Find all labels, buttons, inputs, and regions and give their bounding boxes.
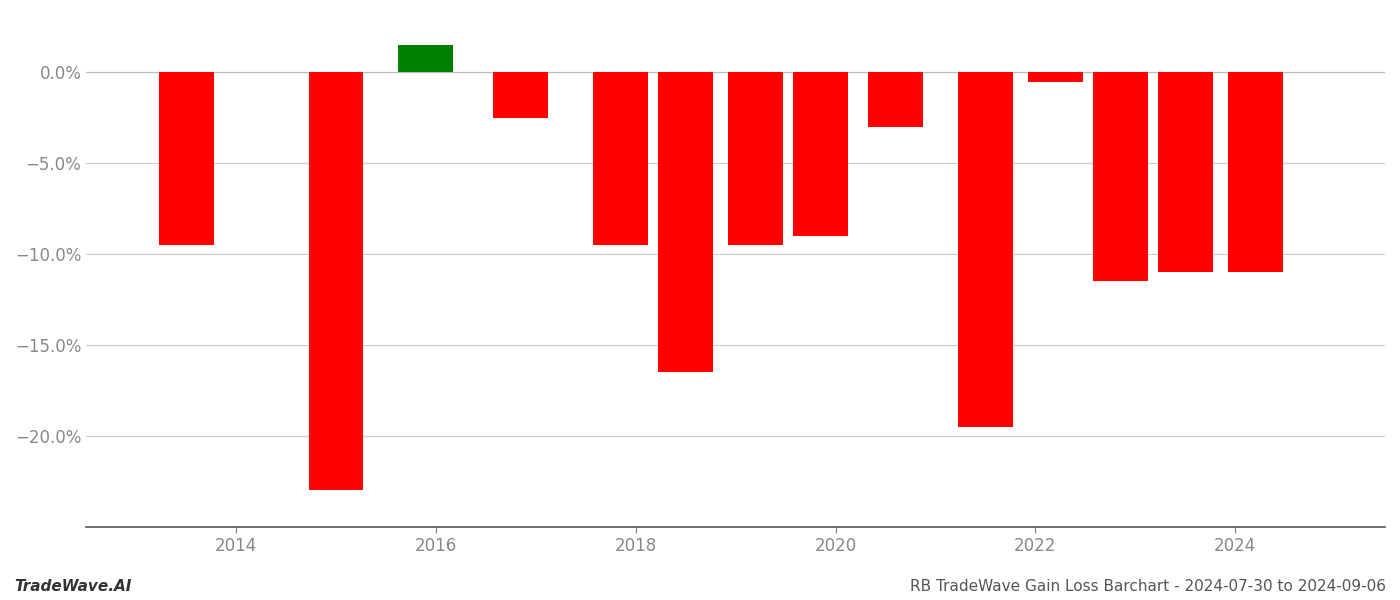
Text: TradeWave.AI: TradeWave.AI [14,579,132,594]
Bar [868,73,923,127]
Bar [958,73,1012,427]
Bar [158,73,214,245]
Bar [1028,73,1082,82]
Bar [1228,73,1282,272]
Bar [594,73,648,245]
Bar [308,73,364,490]
Bar [728,73,783,245]
Text: RB TradeWave Gain Loss Barchart - 2024-07-30 to 2024-09-06: RB TradeWave Gain Loss Barchart - 2024-0… [910,579,1386,594]
Bar [1158,73,1212,272]
Bar [792,73,848,236]
Bar [658,73,713,372]
Bar [399,45,454,73]
Bar [493,73,549,118]
Bar [1093,73,1148,281]
